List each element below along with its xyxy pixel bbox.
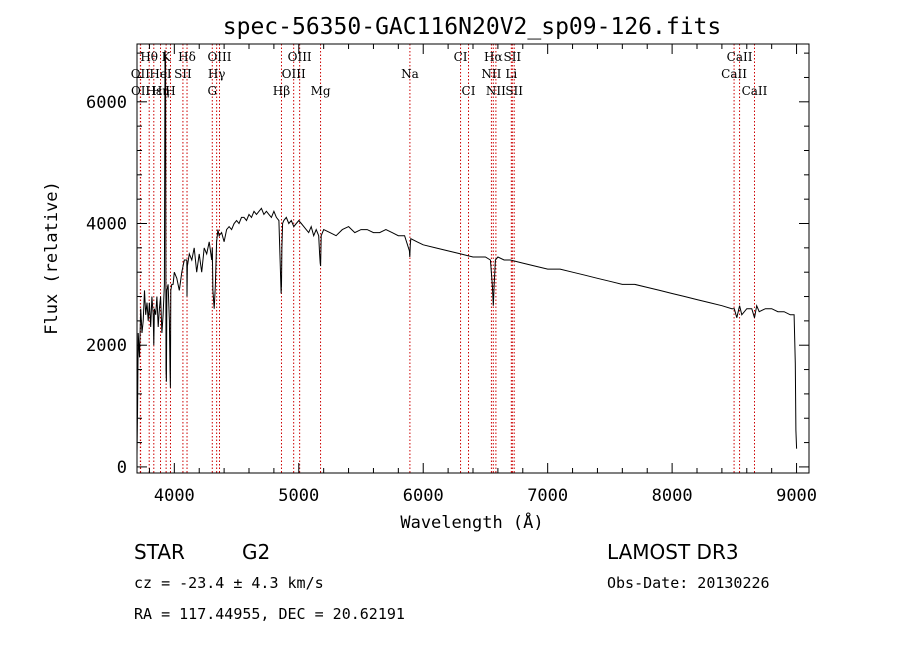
line-marker-label: Hθ [140, 50, 158, 64]
line-marker-label: K [162, 50, 172, 64]
line-marker-label: OIII [288, 50, 312, 64]
line-marker-label: HeI [149, 67, 172, 81]
y-tick-label: 6000 [86, 93, 127, 113]
line-marker-label: Li [505, 67, 517, 81]
line-marker-label: Hβ [273, 84, 290, 98]
line-marker-label: SII [503, 50, 521, 64]
x-tick-label: 5000 [278, 486, 319, 506]
line-marker-label: CaII [727, 50, 753, 64]
x-tick-label: 6000 [403, 486, 444, 506]
spectral-line-markers [139, 44, 755, 473]
object-subclass: G2 [242, 540, 270, 564]
spectrum-line [136, 50, 798, 455]
line-marker-label: Mg [311, 84, 331, 98]
sky-coordinates: RA = 117.44955, DEC = 20.62191 [134, 605, 405, 623]
object-class: STAR [134, 540, 185, 564]
line-marker-label: Hε [145, 84, 162, 98]
x-axis-ticks: 4000 5000 6000 7000 8000 9000 [148, 44, 817, 506]
x-tick-label: 4000 [154, 486, 195, 506]
line-marker-label: SII [174, 67, 192, 81]
y-axis-ticks: 0 2000 4000 6000 [86, 52, 809, 478]
line-marker-label: OII [131, 84, 151, 98]
x-axis-label: Wavelength (Å) [400, 511, 543, 533]
line-marker-label: SII [505, 84, 523, 98]
line-marker-label: CI [462, 84, 476, 98]
line-marker-label: H [165, 84, 175, 98]
survey-name: LAMOST DR3 [607, 540, 739, 564]
line-marker-label: OII [131, 67, 151, 81]
x-tick-label: 8000 [652, 486, 693, 506]
plot-frame [136, 43, 810, 474]
y-tick-label: 4000 [86, 215, 127, 235]
line-marker-label: CaII [742, 84, 768, 98]
y-tick-label: 2000 [86, 336, 127, 356]
line-marker-label: Hα [484, 50, 503, 64]
line-marker-label: NII [481, 67, 501, 81]
y-axis-label: Flux (relative) [42, 181, 62, 335]
x-tick-label: 9000 [776, 486, 817, 506]
chart-title: spec-56350-GAC116N20V2_sp09-126.fits [223, 14, 722, 40]
x-tick-label: 7000 [527, 486, 568, 506]
line-marker-label: OIII [207, 50, 231, 64]
line-marker-label: CaII [721, 67, 747, 81]
line-marker-label: OIII [282, 67, 306, 81]
y-tick-label: 0 [117, 458, 127, 478]
line-marker-label: NII [486, 84, 506, 98]
line-marker-label: CI [454, 50, 468, 64]
line-marker-label: G [207, 84, 217, 98]
line-marker-label: Na [401, 67, 419, 81]
line-marker-label: Hδ [178, 50, 196, 64]
observation-date: Obs-Date: 20130226 [607, 574, 770, 592]
line-marker-label: Hγ [208, 67, 226, 81]
redshift-value: cz = -23.4 ± 4.3 km/s [134, 574, 324, 592]
